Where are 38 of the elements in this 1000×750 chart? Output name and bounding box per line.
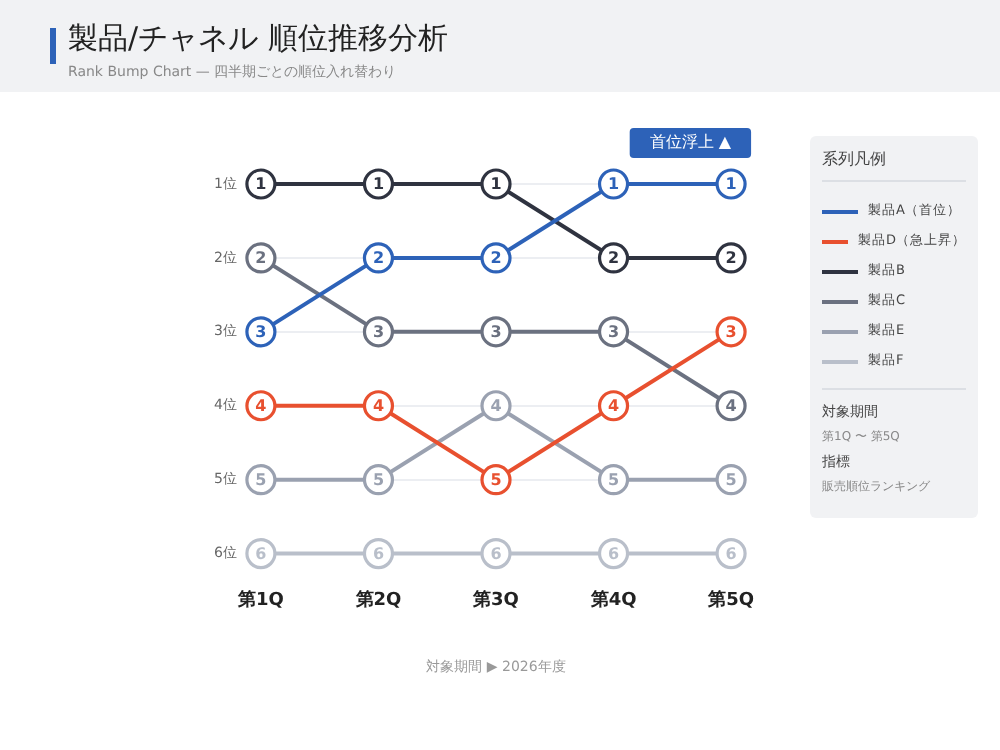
data-label: 6 xyxy=(372,544,385,563)
data-label: 4 xyxy=(607,396,620,415)
data-label: 3 xyxy=(372,323,385,341)
legend-title: 系列凡例 xyxy=(822,148,966,182)
data-label: 5 xyxy=(607,470,620,489)
data-label: 4 xyxy=(490,396,503,415)
data-label: 3 xyxy=(725,323,737,341)
data-label: 2 xyxy=(725,249,737,268)
data-label: 5 xyxy=(255,470,268,489)
chart-title: 製品/チャネル 順位推移分析 xyxy=(68,20,448,58)
annotation: 首位浮上 ▲ xyxy=(649,133,733,152)
data-label: 1 xyxy=(607,175,620,194)
data-label: 5 xyxy=(725,470,738,489)
data-label: 4 xyxy=(372,396,385,415)
data-label: 1 xyxy=(372,175,385,194)
data-label: 3 xyxy=(490,323,502,341)
data-label: 2 xyxy=(255,249,267,268)
data-label: 6 xyxy=(607,544,620,563)
data-label: 3 xyxy=(255,323,267,341)
data-label: 2 xyxy=(607,249,620,268)
data-label: 4 xyxy=(725,396,738,415)
x-tick-label: 第4Q xyxy=(588,589,638,612)
data-label: 1 xyxy=(490,175,503,194)
data-label: 6 xyxy=(490,544,503,563)
data-label: 6 xyxy=(255,544,268,563)
data-label: 1 xyxy=(725,175,738,194)
x-tick-label: 第1Q xyxy=(235,589,285,612)
data-label: 2 xyxy=(372,249,385,268)
data-label: 4 xyxy=(255,396,268,415)
data-label: 3 xyxy=(607,323,620,341)
x-tick-label: 第2Q xyxy=(353,589,403,612)
x-tick-label: 第5Q xyxy=(706,589,755,612)
data-label: 1 xyxy=(255,175,268,194)
data-label: 6 xyxy=(725,544,738,563)
data-label: 5 xyxy=(372,470,385,489)
data-label: 5 xyxy=(490,470,503,489)
x-tick-label: 第3Q xyxy=(471,589,520,612)
data-label: 2 xyxy=(490,249,502,268)
